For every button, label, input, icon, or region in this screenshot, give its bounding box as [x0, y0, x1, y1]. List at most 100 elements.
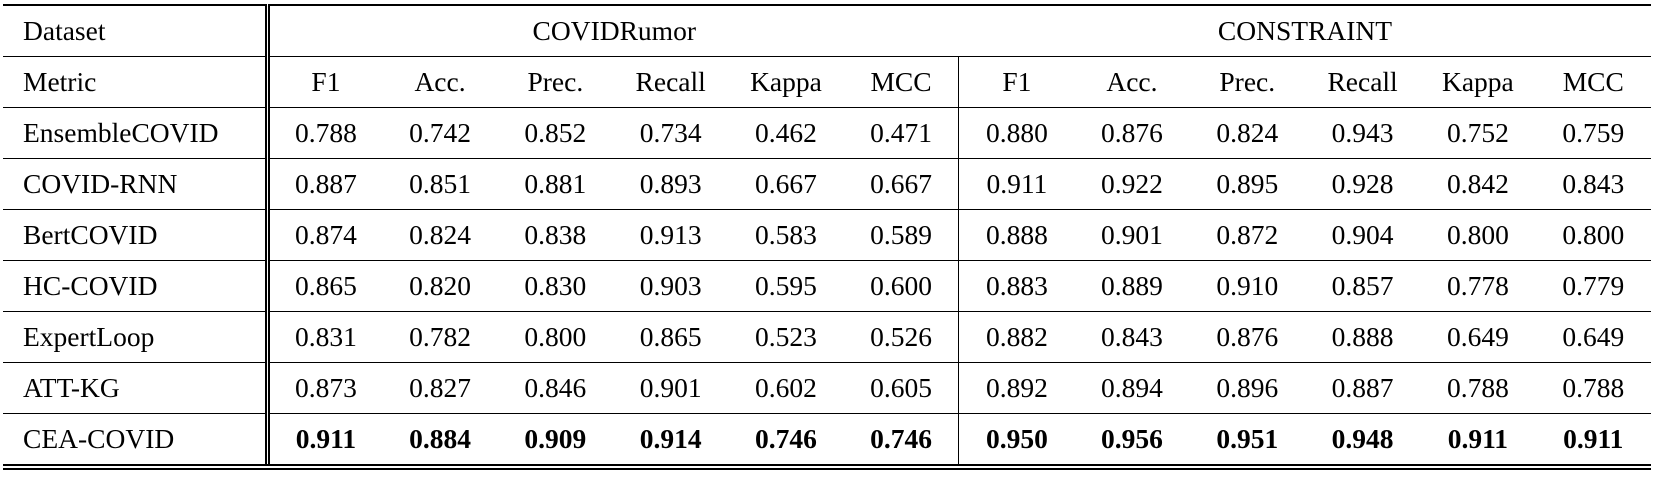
model-name: ATT-KG [3, 362, 268, 414]
metric-value: 0.951 [1189, 413, 1305, 467]
metric-value: 0.824 [1189, 107, 1305, 159]
metric-value: 0.911 [958, 158, 1075, 210]
model-name: EnsembleCOVID [3, 107, 268, 159]
metric-value: 0.824 [382, 209, 498, 261]
metric-value: 0.600 [843, 260, 959, 312]
metric-value: 0.583 [728, 209, 844, 261]
metric-value: 0.820 [382, 260, 498, 312]
metric-header: Acc. [382, 56, 498, 108]
metric-value: 0.911 [1535, 413, 1651, 467]
metric-value: 0.881 [497, 158, 613, 210]
model-name: COVID-RNN [3, 158, 268, 210]
metric-value: 0.880 [958, 107, 1075, 159]
model-name: CEA-COVID [3, 413, 268, 467]
metric-value: 0.888 [958, 209, 1075, 261]
metric-value: 0.788 [1420, 362, 1536, 414]
data-row: ExpertLoop 0.831 0.782 0.800 0.865 0.523 0.526… [3, 311, 1651, 363]
metric-value: 0.911 [264, 413, 383, 467]
metric-value: 0.913 [612, 209, 729, 261]
metric-value: 0.876 [1074, 107, 1190, 159]
metric-value: 0.922 [1074, 158, 1190, 210]
metric-value: 0.759 [1535, 107, 1651, 159]
metric-value: 0.872 [1189, 209, 1305, 261]
data-row: HC-COVID 0.865 0.820 0.830 0.903 0.595 0.600 0.… [3, 260, 1651, 312]
metric-value: 0.595 [728, 260, 844, 312]
metric-value: 0.889 [1074, 260, 1190, 312]
results-table: Dataset COVIDRumor CONSTRAINT Metric F1 Acc. P… [3, 4, 1651, 470]
metric-value: 0.873 [264, 362, 383, 414]
metric-header: F1 [264, 56, 383, 108]
metric-header: MCC [843, 56, 959, 108]
data-row: CEA-COVID 0.911 0.884 0.909 0.914 0.746 0.746 0… [3, 413, 1651, 467]
metric-value: 0.950 [958, 413, 1075, 467]
metric-value: 0.851 [382, 158, 498, 210]
metric-header: Prec. [1189, 56, 1305, 108]
model-name: HC-COVID [3, 260, 268, 312]
metric-value: 0.846 [497, 362, 613, 414]
metric-value: 0.800 [1420, 209, 1536, 261]
data-row: EnsembleCOVID 0.788 0.742 0.852 0.734 0.462 0.… [3, 107, 1651, 159]
metric-value: 0.605 [843, 362, 959, 414]
group-header: CONSTRAINT [1217, 15, 1393, 46]
group-header: COVIDRumor [264, 5, 959, 57]
metric-header: Kappa [1420, 56, 1536, 108]
metric-value: 0.842 [1420, 158, 1536, 210]
metric-header: F1 [958, 56, 1075, 108]
metric-value: 0.602 [728, 362, 844, 414]
metric-value: 0.904 [1304, 209, 1421, 261]
data-row: ATT-KG 0.873 0.827 0.846 0.901 0.602 0.605 0.89… [3, 362, 1651, 414]
metric-value: 0.667 [843, 158, 959, 210]
metric-value: 0.876 [1189, 311, 1305, 363]
metric-value: 0.778 [1420, 260, 1536, 312]
metric-value: 0.884 [382, 413, 498, 467]
model-name: ExpertLoop [3, 311, 268, 363]
model-name: BertCOVID [3, 209, 268, 261]
metric-value: 0.896 [1189, 362, 1305, 414]
metric-value: 0.909 [497, 413, 613, 467]
metric-value: 0.943 [1304, 107, 1421, 159]
metric-value: 0.462 [728, 107, 844, 159]
metric-value: 0.928 [1304, 158, 1421, 210]
metric-value: 0.779 [1535, 260, 1651, 312]
metric-value: 0.649 [1420, 311, 1536, 363]
metric-value: 0.895 [1189, 158, 1305, 210]
metric-value: 0.788 [1535, 362, 1651, 414]
metric-value: 0.742 [382, 107, 498, 159]
metric-value: 0.911 [1420, 413, 1536, 467]
header-row: Dataset COVIDRumor CONSTRAINT [3, 5, 1651, 57]
metric-value: 0.865 [264, 260, 383, 312]
metric-value: 0.746 [843, 413, 959, 467]
metric-value: 0.874 [264, 209, 383, 261]
metric-value: 0.800 [1535, 209, 1651, 261]
metric-value: 0.800 [497, 311, 613, 363]
header-cell: Metric [3, 56, 268, 108]
metric-value: 0.883 [958, 260, 1075, 312]
header-cell: Dataset [23, 15, 106, 46]
metric-value: 0.843 [1535, 158, 1651, 210]
metric-value: 0.893 [612, 158, 729, 210]
metric-value: 0.471 [843, 107, 959, 159]
metric-value: 0.901 [1074, 209, 1190, 261]
metric-value: 0.852 [497, 107, 613, 159]
metric-value: 0.888 [1304, 311, 1421, 363]
metric-header: Recall [612, 56, 729, 108]
metric-header: Kappa [728, 56, 844, 108]
metric-value: 0.903 [612, 260, 729, 312]
metric-value: 0.910 [1189, 260, 1305, 312]
metric-value: 0.892 [958, 362, 1075, 414]
metric-row: Metric F1 Acc. Prec. Recall Kappa MCC F1 Acc. Pre… [3, 56, 1651, 108]
metric-value: 0.914 [612, 413, 729, 467]
metric-value: 0.827 [382, 362, 498, 414]
metric-header: Prec. [497, 56, 613, 108]
metric-value: 0.788 [264, 107, 383, 159]
metric-value: 0.948 [1304, 413, 1421, 467]
metric-header: Acc. [1074, 56, 1190, 108]
metric-value: 0.752 [1420, 107, 1536, 159]
metric-value: 0.526 [843, 311, 959, 363]
data-row: BertCOVID 0.874 0.824 0.838 0.913 0.583 0.589 0… [3, 209, 1651, 261]
metric-value: 0.838 [497, 209, 613, 261]
metric-value: 0.887 [1304, 362, 1421, 414]
metric-value: 0.649 [1535, 311, 1651, 363]
metric-value: 0.523 [728, 311, 844, 363]
